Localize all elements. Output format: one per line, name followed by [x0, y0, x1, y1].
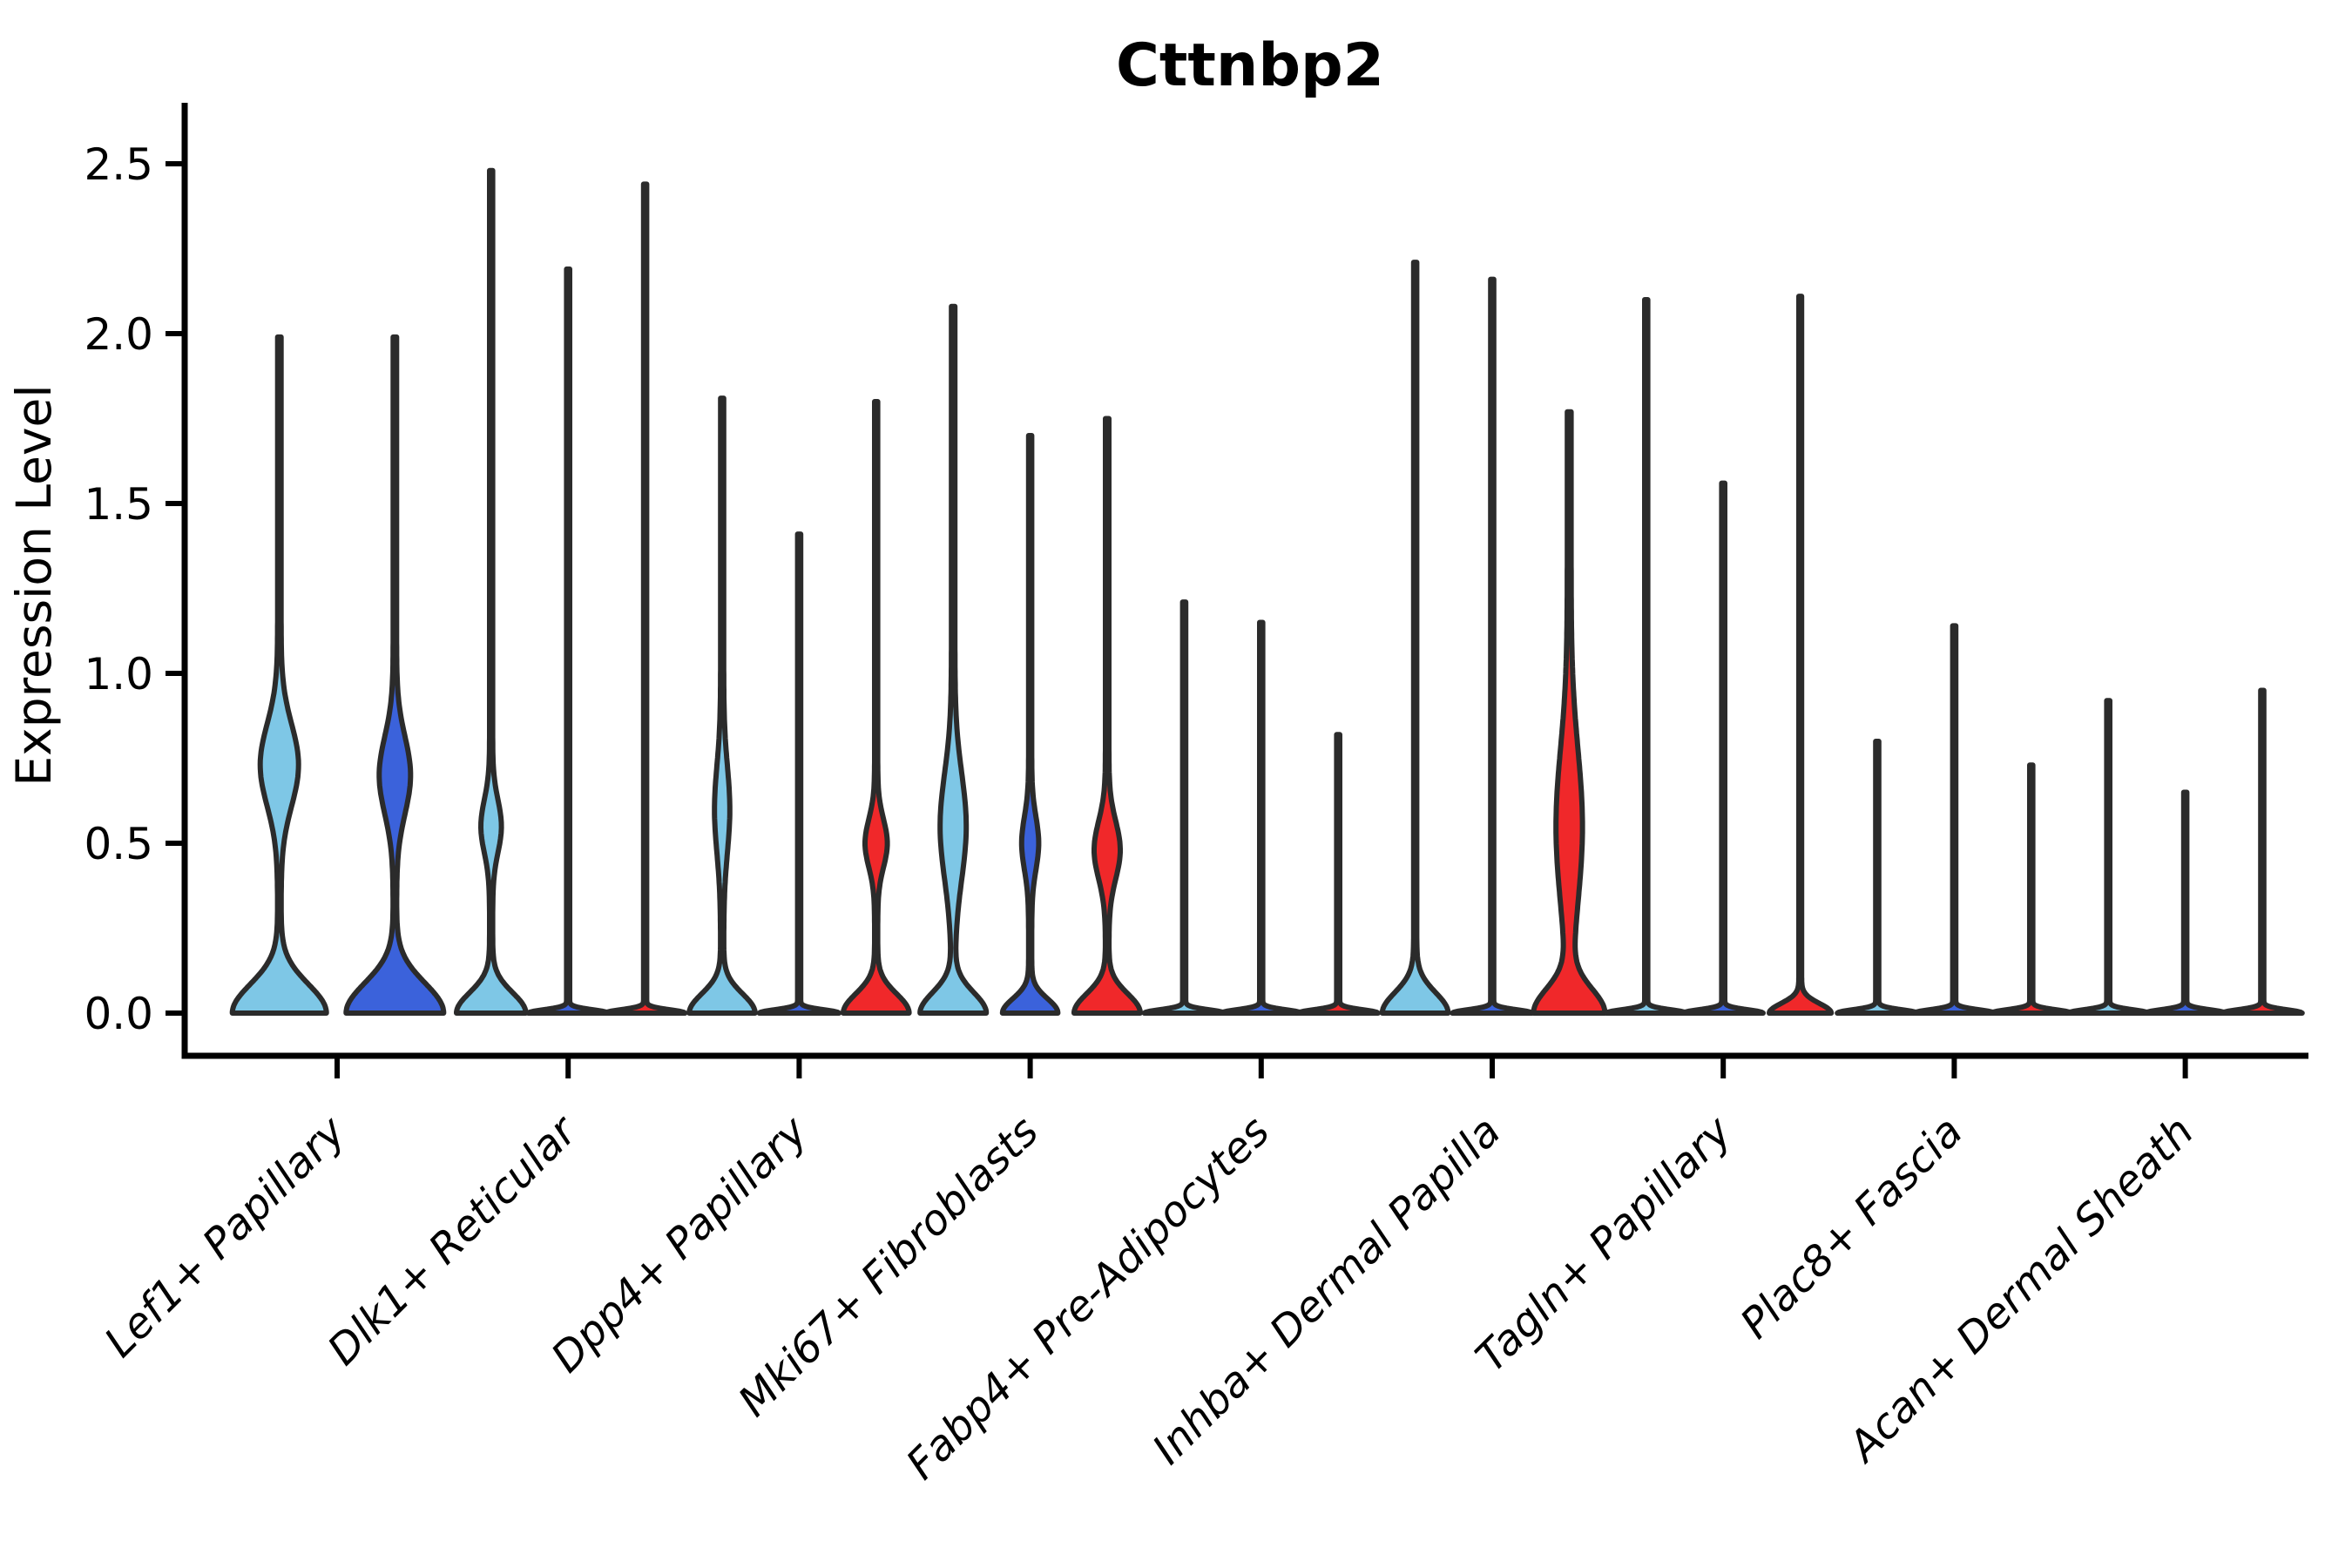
violin-4-sky_blue: [1141, 599, 1227, 1016]
violin-7-red: [1989, 762, 2074, 1016]
violin-2-sky_blue: [686, 395, 758, 1016]
violin-2-red: [841, 399, 912, 1016]
y-axis-label: Expression Level: [6, 384, 62, 786]
violin-8-sky_blue: [2065, 698, 2151, 1016]
y-tick-label: 1.5: [84, 479, 153, 530]
violin-0-royal_blue: [343, 334, 447, 1016]
violin-4-red: [1295, 732, 1381, 1016]
violin-4-royal_blue: [1219, 619, 1304, 1016]
violin-0-sky_blue: [229, 334, 329, 1016]
violin-6-royal_blue: [1680, 480, 1766, 1016]
y-tick-label: 2.0: [84, 309, 153, 360]
violin-5-royal_blue: [1450, 276, 1535, 1016]
y-tick-label: 0.5: [84, 819, 153, 869]
violin-7-royal_blue: [1911, 623, 1997, 1016]
violin-1-royal_blue: [525, 266, 611, 1016]
violin-3-sky_blue: [917, 303, 990, 1016]
x-tick-label-7: Tagln+ Papillary: [1466, 1106, 1741, 1382]
violin-5-sky_blue: [1379, 260, 1451, 1016]
violin-5-red: [1531, 409, 1608, 1016]
violin-6-sky_blue: [1604, 297, 1689, 1016]
x-tick-label-3: Dpp4+ Papillary: [542, 1106, 817, 1382]
violin-8-red: [2220, 687, 2305, 1016]
violins: [229, 167, 2305, 1016]
violin-1-red: [602, 181, 688, 1016]
x-tick-label-5: Fabp4+ Pre-Adipocytes: [897, 1107, 1280, 1490]
chart-title: Cttnbp2: [1116, 31, 1384, 100]
violin-8-royal_blue: [2142, 789, 2228, 1016]
x-tick-label-1: Lef1+ Papillary: [95, 1106, 355, 1367]
x-tick-label-2: Dlk1+ Reticular: [318, 1105, 588, 1375]
y-tick-label: 2.5: [84, 139, 153, 190]
violin-6-red: [1767, 294, 1835, 1016]
y-tick-label: 1.0: [84, 649, 153, 700]
x-tick-label-8: Plac8+ Fascia: [1731, 1107, 1972, 1348]
violin-2-royal_blue: [756, 531, 842, 1016]
violin-3-red: [1071, 416, 1143, 1016]
violin-1-sky_blue: [454, 167, 529, 1016]
violin-7-sky_blue: [1835, 739, 1920, 1016]
violin-3-royal_blue: [999, 433, 1061, 1016]
y-tick-label: 0.0: [84, 989, 153, 1039]
